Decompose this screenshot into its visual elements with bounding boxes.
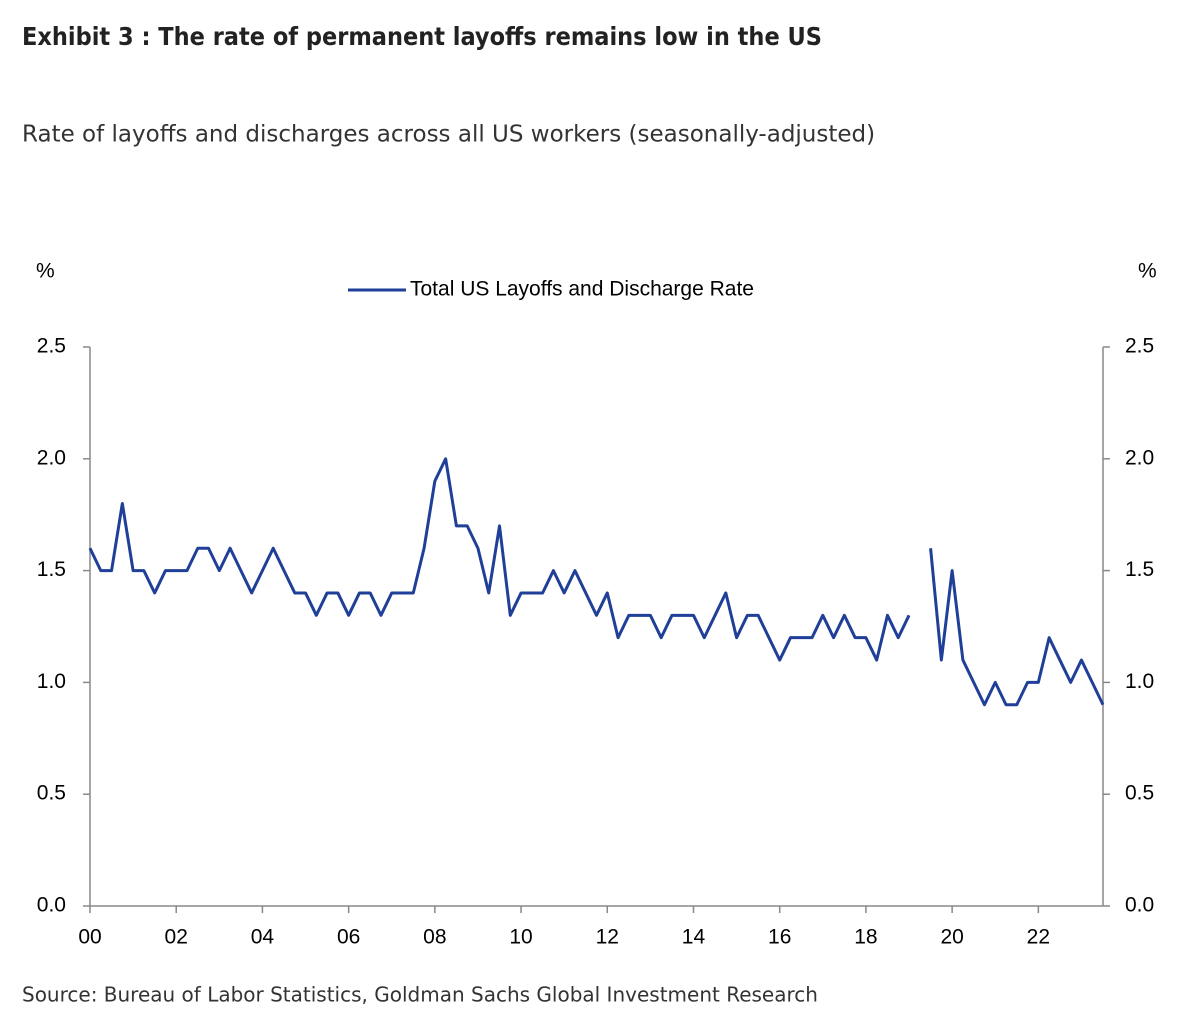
x-tick-label: 10 (509, 926, 532, 949)
y2-tick-label: 0.0 (1125, 894, 1154, 917)
x-tick-label: 12 (596, 926, 619, 949)
y-tick-label: 1.5 (37, 558, 66, 581)
y-axis-label: % (36, 260, 55, 283)
x-tick-label: 20 (940, 926, 963, 949)
y2-tick-label: 1.5 (1125, 558, 1154, 581)
x-tick-label: 22 (1027, 926, 1050, 949)
y-tick-label: 0.0 (37, 894, 66, 917)
x-tick-label: 02 (165, 926, 188, 949)
y2-tick-label: 2.0 (1125, 446, 1154, 469)
x-tick-label: 14 (682, 926, 706, 949)
y2-tick-label: 1.0 (1125, 670, 1154, 693)
data-line (929, 548, 1105, 707)
chart-title: Exhibit 3 : The rate of permanent layoff… (22, 22, 822, 51)
y-tick-label: 2.5 (37, 335, 66, 358)
y-tick-label: 1.0 (37, 670, 66, 693)
x-tick-label: 18 (854, 926, 877, 949)
y-tick-label: 2.0 (37, 446, 66, 469)
x-tick-label: 16 (768, 926, 791, 949)
x-tick-label: 06 (337, 926, 360, 949)
source-note: Source: Bureau of Labor Statistics, Gold… (22, 983, 818, 1007)
data-line (88, 457, 911, 662)
x-tick-label: 00 (78, 926, 101, 949)
y-tick-label: 0.5 (37, 782, 66, 805)
legend-label: Total US Layoffs and Discharge Rate (410, 278, 754, 301)
y2-tick-label: 0.5 (1125, 782, 1154, 805)
chart-subtitle: Rate of layoffs and discharges across al… (22, 122, 875, 148)
y2-tick-label: 2.5 (1125, 335, 1154, 358)
y2-axis-label: % (1138, 260, 1157, 283)
x-tick-label: 08 (423, 926, 446, 949)
x-tick-label: 04 (251, 926, 275, 949)
